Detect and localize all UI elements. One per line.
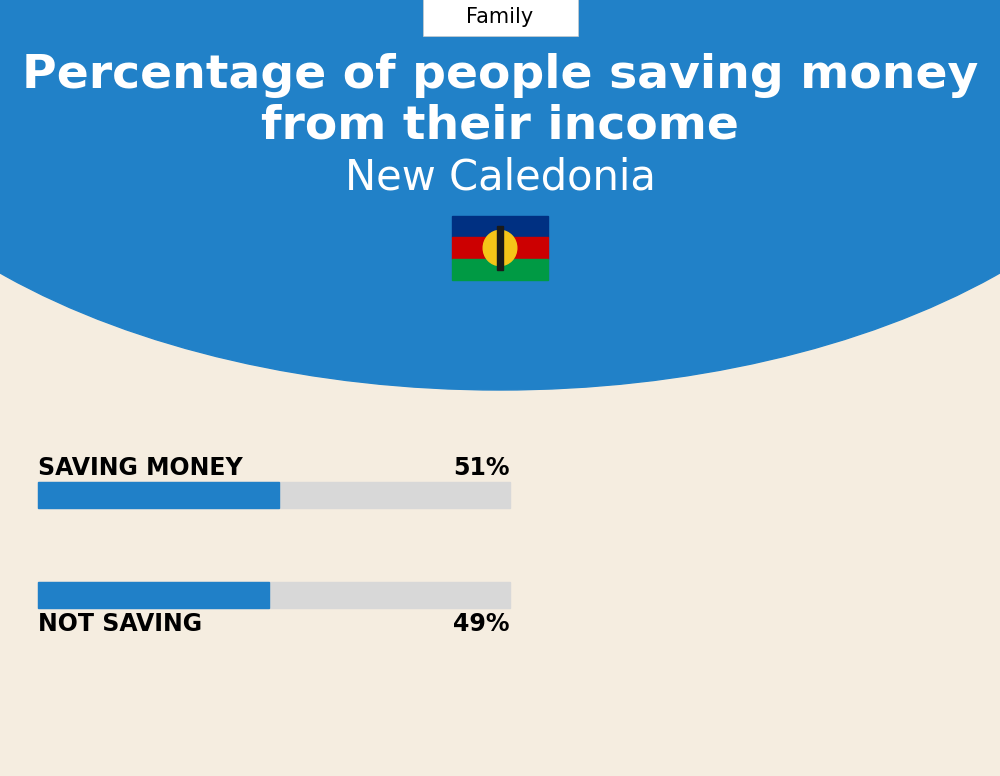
- Bar: [38, 582, 269, 608]
- Text: Family: Family: [466, 7, 534, 27]
- Bar: [452, 258, 548, 280]
- Bar: [452, 237, 548, 258]
- FancyBboxPatch shape: [422, 0, 578, 36]
- Bar: [38, 582, 510, 608]
- Text: 49%: 49%: [454, 612, 510, 636]
- Text: from their income: from their income: [261, 103, 739, 148]
- Text: SAVING MONEY: SAVING MONEY: [38, 456, 243, 480]
- Text: New Caledonia: New Caledonia: [345, 157, 655, 199]
- Ellipse shape: [0, 0, 1000, 390]
- Text: 51%: 51%: [454, 456, 510, 480]
- Bar: [497, 226, 503, 270]
- Text: NOT SAVING: NOT SAVING: [38, 612, 202, 636]
- Text: Percentage of people saving money: Percentage of people saving money: [22, 54, 978, 99]
- Bar: [38, 482, 510, 508]
- Bar: [452, 216, 548, 237]
- Ellipse shape: [483, 230, 517, 265]
- Bar: [38, 482, 279, 508]
